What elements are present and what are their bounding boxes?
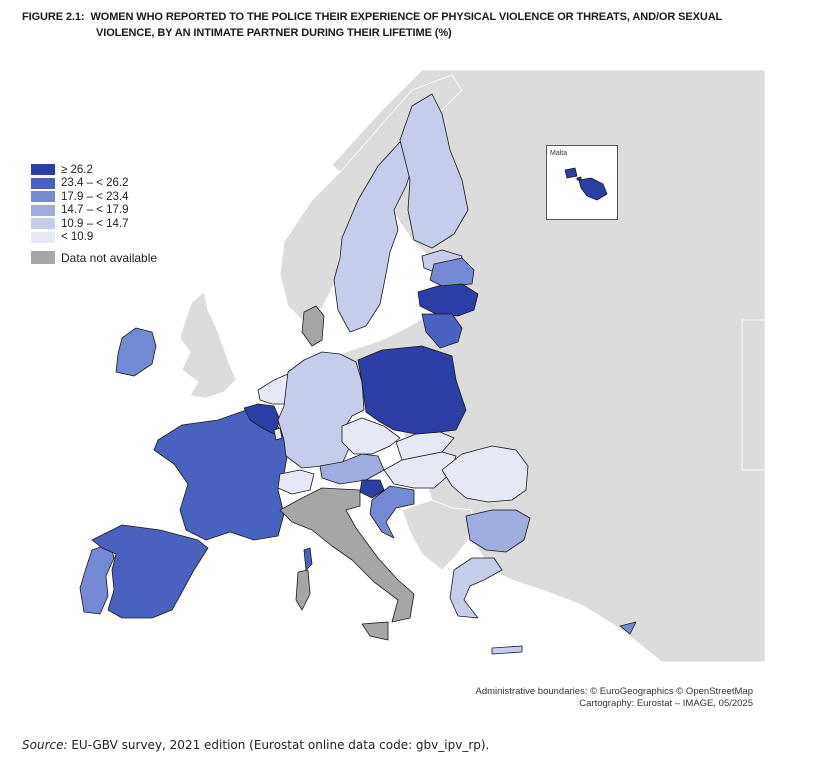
country-lithuania: [417, 283, 479, 317]
legend-item-0: ≥ 26.2: [31, 163, 157, 177]
legend-classes: ≥ 26.2 23.4 – < 26.2 17.9 – < 23.4 14.7 – <…: [31, 163, 157, 244]
credits-cartography: Cartography: Eurostat – IMAGE, 05/2025: [579, 698, 753, 709]
east-land: [741, 319, 765, 471]
legend-swatch-not-available: [31, 251, 55, 265]
legend-swatch-4: [31, 218, 55, 230]
country-crete: [491, 645, 523, 655]
legend-item-not-available: Data not available: [31, 251, 157, 265]
country-latvia: [429, 257, 475, 287]
credits-boundaries: Administrative boundaries: © EuroGeograp…: [475, 686, 754, 697]
source-text: EU-GBV survey, 2021 edition (Eurostat on…: [67, 738, 490, 752]
gozo-island: [564, 167, 578, 179]
legend-swatch-0: [31, 164, 55, 176]
legend-swatch-5: [31, 231, 55, 243]
country-portugal: [79, 543, 115, 615]
legend-swatch-1: [31, 177, 55, 189]
country-switzerland: [277, 469, 315, 495]
country-sardinia: [295, 569, 311, 611]
country-cyprus: [619, 621, 637, 635]
country-corsica: [303, 547, 313, 571]
source-label: Source:: [22, 738, 68, 752]
legend-label-3: 14.7 – < 17.9: [61, 204, 129, 217]
legend-label-0: ≥ 26.2: [61, 163, 93, 176]
comino-island: [576, 176, 582, 181]
legend-label-4: 10.9 – < 14.7: [61, 217, 129, 230]
legend-item-4: 10.9 – < 14.7: [31, 217, 157, 231]
choropleth-map: Malta: [22, 70, 765, 662]
country-bulgaria: [465, 509, 531, 553]
figure-number: FIGURE 2.1:: [22, 11, 85, 23]
uk-land: [179, 291, 237, 399]
country-spain: [91, 524, 209, 619]
malta-inset-map: [564, 167, 608, 201]
figure-title-line1: WOMEN WHO REPORTED TO THE POLICE THEIR E…: [90, 11, 723, 23]
country-czechia: [341, 417, 401, 455]
map-credits: Administrative boundaries: © EuroGeograp…: [476, 686, 754, 710]
map-svg: [79, 70, 765, 662]
country-croatia: [369, 485, 415, 539]
country-belgium: [243, 403, 281, 435]
country-finland: [399, 93, 469, 249]
malta-inset: Malta: [546, 145, 618, 220]
balkans-land: [401, 499, 473, 571]
source-note: Source: EU-GBV survey, 2021 edition (Eur…: [22, 738, 489, 752]
country-romania: [441, 445, 529, 503]
figure-title: FIGURE 2.1: WOMEN WHO REPORTED TO THE POL…: [22, 9, 792, 41]
legend-swatch-2: [31, 191, 55, 203]
legend-item-1: 23.4 – < 26.2: [31, 177, 157, 191]
country-lithuania-south: [421, 313, 463, 349]
country-poland: [357, 345, 467, 435]
country-denmark: [301, 305, 325, 347]
country-sicily: [361, 621, 389, 641]
country-luxembourg: [273, 427, 283, 441]
legend-item-2: 17.9 – < 23.4: [31, 190, 157, 204]
legend-swatch-3: [31, 204, 55, 216]
malta-island: [578, 177, 608, 201]
country-greece: [449, 557, 503, 619]
legend-label-2: 17.9 – < 23.4: [61, 190, 129, 203]
legend-label-not-available: Data not available: [61, 250, 158, 265]
country-italy: [279, 487, 415, 623]
legend-item-5: < 10.9: [31, 231, 157, 245]
country-sweden: [333, 141, 415, 333]
legend-label-5: < 10.9: [61, 231, 94, 244]
legend-label-1: 23.4 – < 26.2: [61, 177, 129, 190]
country-ireland: [115, 327, 157, 377]
legend-item-3: 14.7 – < 17.9: [31, 204, 157, 218]
figure-title-line2: VIOLENCE, BY AN INTIMATE PARTNER DURING …: [96, 27, 452, 39]
malta-inset-label: Malta: [550, 150, 568, 157]
map-legend: ≥ 26.2 23.4 – < 26.2 17.9 – < 23.4 14.7 – <…: [31, 163, 157, 265]
